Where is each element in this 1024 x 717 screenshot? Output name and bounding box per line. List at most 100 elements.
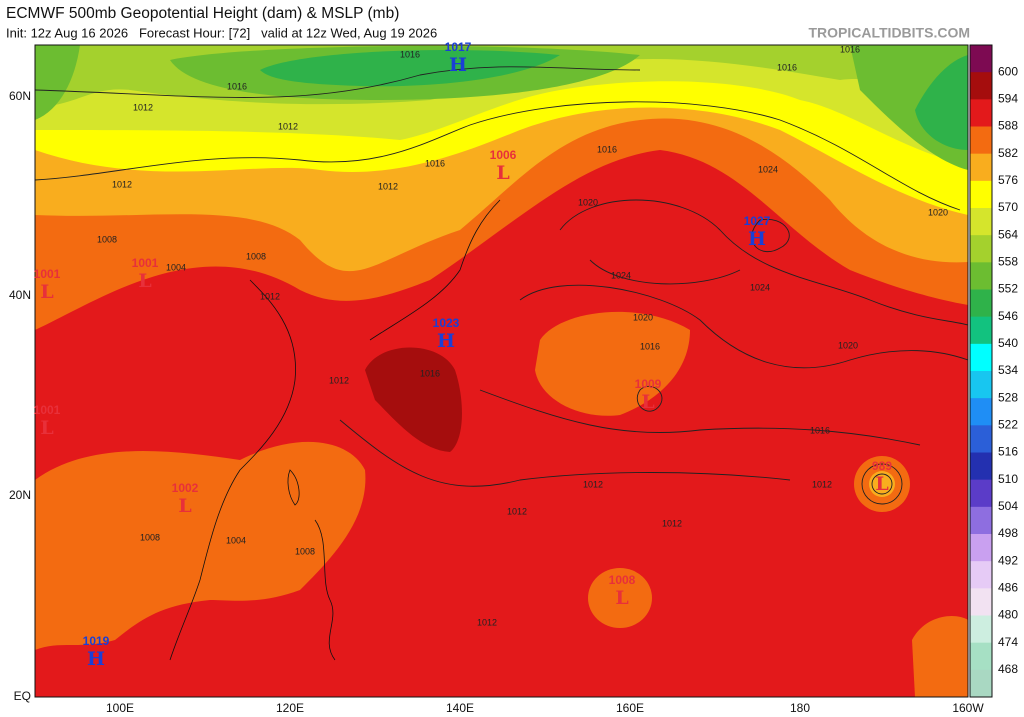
- colorbar-label: 576: [998, 173, 1018, 187]
- lon-label: 120E: [276, 701, 304, 715]
- isobar-label: 1016: [420, 368, 440, 378]
- isobar-label: 1020: [578, 197, 598, 207]
- colorbar-label: 486: [998, 581, 1018, 595]
- colorbar-bin: [970, 262, 992, 290]
- lat-label: 60N: [9, 89, 31, 103]
- title: ECMWF 500mb Geopotential Height (dam) & …: [6, 5, 399, 22]
- colorbar-bin: [970, 72, 992, 100]
- center-symbol: L: [641, 391, 654, 413]
- center-value: 1009: [635, 377, 662, 391]
- isobar-label: 1016: [400, 49, 420, 59]
- center-symbol: H: [449, 54, 467, 76]
- colorbar-label: 564: [998, 227, 1018, 241]
- colorbar-label: 600: [998, 64, 1018, 78]
- colorbar-label: 594: [998, 92, 1018, 106]
- center-value: 1002: [172, 481, 199, 495]
- center-value: 1001: [132, 256, 159, 270]
- center-symbol: L: [40, 281, 53, 303]
- colorbar-label: 582: [998, 146, 1018, 160]
- isobar-label: 1008: [97, 234, 117, 244]
- isobar-label: 1012: [662, 518, 682, 528]
- isobar-label: 1012: [278, 121, 298, 131]
- colorbar-bin: [970, 235, 992, 263]
- colorbar-label: 534: [998, 363, 1018, 377]
- colorbar-bin: [970, 316, 992, 345]
- lat-label: EQ: [14, 689, 31, 703]
- isobar-label: 1012: [477, 617, 497, 627]
- isobar-label: 1012: [583, 479, 603, 489]
- isobar-label: 1012: [133, 102, 153, 112]
- colorbar-label: 522: [998, 418, 1018, 432]
- center-symbol: H: [748, 228, 766, 250]
- isobar-label: 1016: [777, 62, 797, 72]
- colorbar-bin: [970, 371, 992, 399]
- lon-label: 160E: [616, 701, 644, 715]
- colorbar-label: 504: [998, 499, 1018, 513]
- lon-label: 180: [790, 701, 810, 715]
- colorbar-bin: [970, 126, 992, 155]
- colorbar-bin: [970, 615, 992, 644]
- colorbar-bin: [970, 479, 992, 508]
- colorbar-label: 510: [998, 472, 1018, 486]
- center-value: 1001: [34, 403, 61, 417]
- isobar-label: 1016: [840, 44, 860, 54]
- colorbar-bin: [970, 99, 992, 127]
- isobar-label: 1012: [329, 375, 349, 385]
- colorbar-bin: [970, 45, 992, 73]
- colorbar-label: 474: [998, 635, 1018, 649]
- colorbar-bin: [970, 153, 992, 182]
- colorbar-label: 492: [998, 553, 1018, 567]
- center-symbol: L: [178, 495, 191, 517]
- center-value: 1023: [433, 316, 460, 330]
- center-value: 1017: [445, 40, 472, 54]
- lat-label: 20N: [9, 488, 31, 502]
- lon-label: 140E: [446, 701, 474, 715]
- colorbar-bin: [970, 534, 992, 562]
- colorbar-bin: [970, 289, 992, 318]
- colorbar-bin: [970, 669, 992, 698]
- subtitle: Init: 12z Aug 16 2026 Forecast Hour: [72…: [6, 25, 437, 40]
- center-symbol: L: [875, 473, 888, 495]
- colorbar-bin: [970, 506, 992, 535]
- isobar-label: 1024: [758, 164, 778, 174]
- lat-label: 40N: [9, 288, 31, 302]
- colorbar-label: 540: [998, 336, 1018, 350]
- isobar-label: 1016: [597, 144, 617, 154]
- isobar-label: 1012: [507, 506, 527, 516]
- colorbar-label: 498: [998, 526, 1018, 540]
- colorbar-label: 480: [998, 608, 1018, 622]
- colorbar-bin: [970, 452, 992, 481]
- brand: TROPICALTIDBITS.COM: [808, 25, 970, 41]
- center-value: 1027: [744, 214, 771, 228]
- isobar-label: 1016: [640, 341, 660, 351]
- colorbar-label: 558: [998, 255, 1018, 269]
- center-symbol: L: [615, 587, 628, 609]
- isobar-label: 1012: [260, 291, 280, 301]
- colorbar-label: 516: [998, 445, 1018, 459]
- isobar-label: 1024: [750, 282, 770, 292]
- isobar-label: 1020: [838, 340, 858, 350]
- center-value: 989: [872, 459, 892, 473]
- isobar-label: 1004: [166, 262, 186, 272]
- center-symbol: L: [138, 270, 151, 292]
- map-frame: [34, 44, 969, 698]
- lon-label: 160W: [952, 701, 984, 715]
- isobar-label: 1016: [227, 81, 247, 91]
- isobar-label: 1004: [226, 535, 246, 545]
- isobar-label: 1024: [611, 270, 631, 280]
- colorbar-bin: [970, 180, 992, 209]
- colorbar-bin: [970, 208, 992, 236]
- isobar-label: 1016: [425, 158, 445, 168]
- isobar-label: 1012: [112, 179, 132, 189]
- center-value: 1019: [83, 634, 110, 648]
- center-symbol: H: [437, 330, 455, 352]
- isobar-label: 1008: [140, 532, 160, 542]
- isobar-label: 1016: [810, 425, 830, 435]
- colorbar-label: 468: [998, 662, 1018, 676]
- isobar-label: 1012: [812, 479, 832, 489]
- center-symbol: L: [40, 417, 53, 439]
- center-value: 1001: [34, 267, 61, 281]
- colorbar-bin: [970, 425, 992, 453]
- colorbar-label: 546: [998, 309, 1018, 323]
- center-value: 1006: [490, 148, 517, 162]
